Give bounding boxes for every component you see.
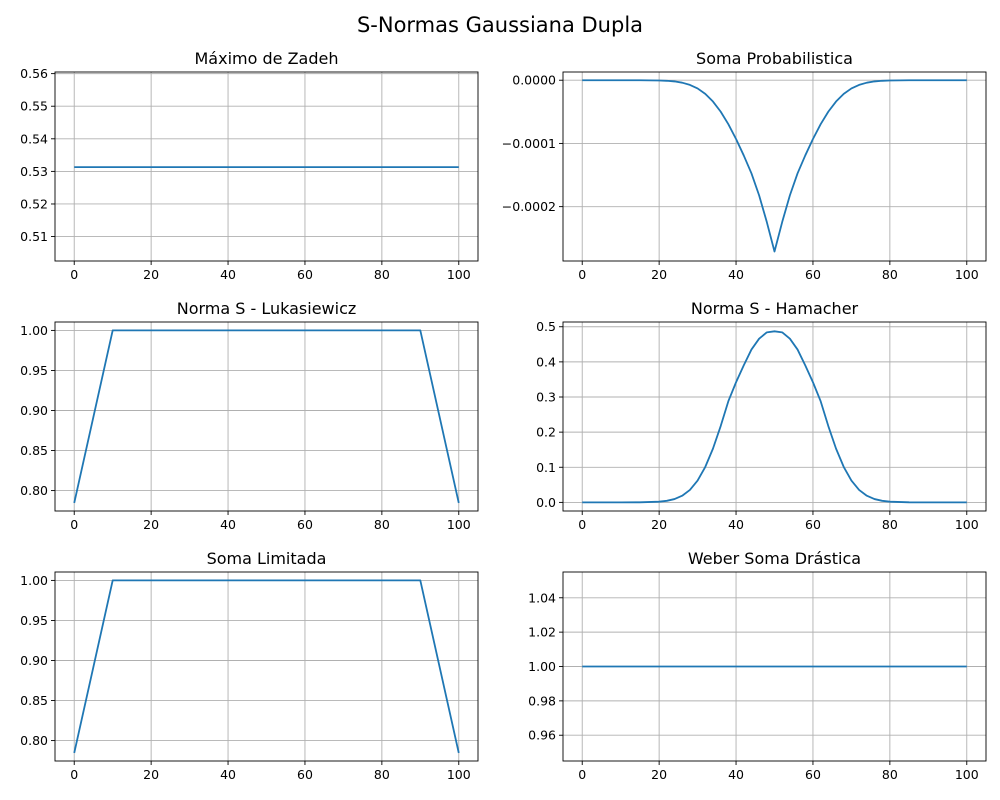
x-tick-label: 20 xyxy=(651,517,667,532)
y-tick-label: 0.5 xyxy=(536,319,556,334)
x-tick-label: 40 xyxy=(220,267,236,282)
axes-frame xyxy=(54,571,479,762)
x-tick-label: 40 xyxy=(728,517,744,532)
axes-frame xyxy=(54,71,479,262)
y-tick-label: 0.0 xyxy=(536,495,556,510)
y-tick-label: 0.80 xyxy=(20,733,48,748)
subplot-title: Soma Probabilistica xyxy=(696,49,853,68)
x-tick-label: 20 xyxy=(651,767,667,782)
x-tick-label: 60 xyxy=(805,517,821,532)
series-line xyxy=(582,330,967,504)
x-tick-label: 40 xyxy=(728,767,744,782)
axes-frame xyxy=(562,321,987,512)
x-tick-label: 100 xyxy=(955,267,979,282)
subplot-title: Norma S - Lukasiewicz xyxy=(177,299,357,318)
x-tick-label: 60 xyxy=(297,767,313,782)
subplot-4: Norma S - Hamacher 0 20 40 60 80 100 0.0 0.1 0.2 0… xyxy=(536,299,987,532)
subplot-title: Máximo de Zadeh xyxy=(195,49,339,68)
x-tick-label: 0 xyxy=(578,517,586,532)
x-tick-label: 20 xyxy=(143,267,159,282)
series-line xyxy=(582,79,967,253)
subplot-title: Norma S - Hamacher xyxy=(691,299,859,318)
x-tick-label: 100 xyxy=(955,767,979,782)
y-tick-label: 1.00 xyxy=(20,573,48,588)
axes-frame xyxy=(562,71,987,262)
x-tick-label: 100 xyxy=(447,267,471,282)
y-tick-label: 0.53 xyxy=(20,164,48,179)
y-tick-label: 0.96 xyxy=(528,728,556,743)
x-tick-label: 80 xyxy=(882,517,898,532)
x-tick-label: 0 xyxy=(70,267,78,282)
y-tick-label: 0.85 xyxy=(20,443,48,458)
subplot-3: Norma S - Lukasiewicz 0 20 40 60 80 100 0.80 0.8… xyxy=(20,299,479,532)
y-tick-label: 0.54 xyxy=(20,131,48,146)
y-tick-label: 0.0000 xyxy=(512,73,556,88)
y-tick-label: 0.51 xyxy=(20,229,48,244)
y-tick-label: −0.0001 xyxy=(502,136,556,151)
x-tick-label: 80 xyxy=(374,267,390,282)
x-tick-label: 0 xyxy=(578,767,586,782)
y-tick-label: 1.00 xyxy=(528,659,556,674)
y-tick-label: 0.3 xyxy=(536,390,556,405)
y-tick-label: 0.2 xyxy=(536,425,556,440)
y-tick-label: 0.4 xyxy=(536,354,556,369)
y-tick-label: 1.00 xyxy=(20,323,48,338)
y-tick-label: 0.55 xyxy=(20,99,48,114)
x-tick-label: 60 xyxy=(805,767,821,782)
x-tick-label: 0 xyxy=(70,767,78,782)
y-tick-label: 0.1 xyxy=(536,460,556,475)
x-tick-label: 20 xyxy=(143,517,159,532)
axes-frame xyxy=(54,321,479,512)
y-tick-label: −0.0002 xyxy=(502,199,556,214)
subplot-5: Soma Limitada 0 20 40 60 80 100 0.80 0.85 0.90 0.9… xyxy=(20,549,479,782)
subplot-grid: Máximo de Zadeh 0 20 40 60 80 100 0.51 0.52 0.53 0… xyxy=(20,49,987,782)
x-tick-label: 40 xyxy=(220,767,236,782)
x-tick-label: 60 xyxy=(297,267,313,282)
axes-frame xyxy=(562,571,987,762)
x-tick-label: 20 xyxy=(651,267,667,282)
x-tick-label: 80 xyxy=(374,517,390,532)
x-tick-label: 60 xyxy=(805,267,821,282)
x-tick-label: 100 xyxy=(447,517,471,532)
x-tick-label: 0 xyxy=(70,517,78,532)
y-tick-label: 0.90 xyxy=(20,403,48,418)
y-tick-label: 1.02 xyxy=(528,625,556,640)
subplot-1: Máximo de Zadeh 0 20 40 60 80 100 0.51 0.52 0.53 0… xyxy=(20,49,479,282)
y-tick-label: 0.80 xyxy=(20,483,48,498)
x-tick-label: 100 xyxy=(447,767,471,782)
y-tick-label: 1.04 xyxy=(528,590,556,605)
x-tick-label: 40 xyxy=(220,517,236,532)
y-tick-label: 0.90 xyxy=(20,653,48,668)
subplot-title: Soma Limitada xyxy=(207,549,327,568)
subplot-6: Weber Soma Drástica 0 20 40 60 80 100 0.96 0.98 1… xyxy=(528,549,987,782)
y-tick-label: 0.98 xyxy=(528,693,556,708)
y-tick-label: 0.52 xyxy=(20,196,48,211)
series-line xyxy=(73,329,460,504)
x-tick-label: 100 xyxy=(955,517,979,532)
y-tick-label: 0.85 xyxy=(20,693,48,708)
x-tick-label: 0 xyxy=(578,267,586,282)
x-tick-label: 80 xyxy=(882,767,898,782)
subplot-2: Soma Probabilistica 0 20 40 60 80 100 0.0000 −0.… xyxy=(502,49,987,282)
y-tick-label: 0.56 xyxy=(20,66,48,81)
x-tick-label: 80 xyxy=(882,267,898,282)
y-tick-label: 0.95 xyxy=(20,363,48,378)
x-tick-label: 40 xyxy=(728,267,744,282)
subplot-title: Weber Soma Drástica xyxy=(688,549,861,568)
x-tick-label: 60 xyxy=(297,517,313,532)
y-tick-label: 0.95 xyxy=(20,613,48,628)
series-line xyxy=(73,579,460,754)
figure-title: S-Normas Gaussiana Dupla xyxy=(357,13,643,37)
x-tick-label: 80 xyxy=(374,767,390,782)
x-tick-label: 20 xyxy=(143,767,159,782)
